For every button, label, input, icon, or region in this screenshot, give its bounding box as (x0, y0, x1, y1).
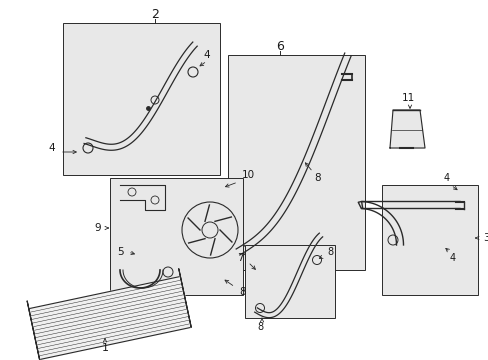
Text: 8: 8 (256, 322, 263, 332)
Text: 3: 3 (483, 233, 488, 243)
Text: 5: 5 (117, 247, 123, 257)
Bar (381, 185, 477, 295)
Text: 4: 4 (443, 173, 449, 183)
Text: 4: 4 (49, 143, 55, 153)
Bar (63, 23, 220, 175)
Text: 7: 7 (236, 253, 243, 263)
Text: 11: 11 (401, 93, 414, 103)
Polygon shape (389, 110, 424, 148)
Bar (244, 245, 334, 318)
Text: 8: 8 (239, 287, 246, 297)
Bar (110, 178, 243, 295)
Text: 8: 8 (314, 173, 321, 183)
Polygon shape (179, 269, 191, 327)
Text: 4: 4 (449, 253, 455, 263)
Text: 1: 1 (102, 343, 108, 353)
Text: 2: 2 (151, 8, 159, 21)
Text: 6: 6 (276, 40, 284, 53)
Text: 8: 8 (326, 247, 332, 257)
Polygon shape (29, 276, 191, 360)
Text: 4: 4 (203, 50, 210, 60)
Bar (227, 55, 364, 270)
Text: 10: 10 (241, 170, 254, 180)
Polygon shape (27, 301, 40, 360)
Text: 9: 9 (95, 223, 101, 233)
